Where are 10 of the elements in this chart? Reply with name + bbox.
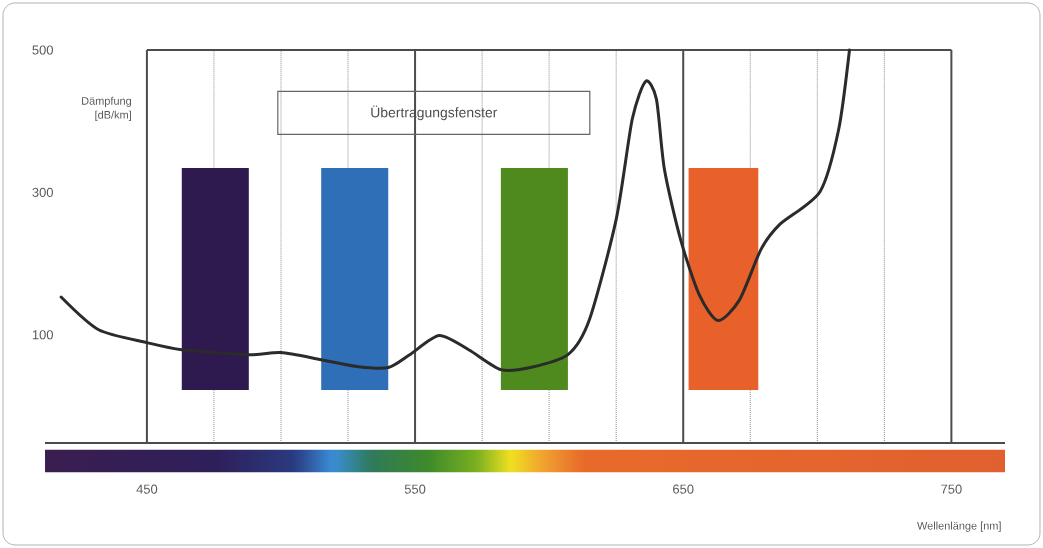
x-tick-label: 550 (404, 484, 426, 494)
x-tick-label: 750 (941, 484, 962, 494)
y-axis-title: Dämpfung [dB/km] (82, 96, 132, 121)
y-tick-label: 500 (32, 45, 53, 55)
x-tick-label: 450 (136, 484, 158, 494)
x-axis-title: Wellenlänge [nm] (917, 521, 1001, 532)
line-series (59, 48, 851, 372)
y-tick-label: 100 (32, 330, 53, 340)
y-tick-label: 300 (32, 187, 53, 197)
x-tick-label: 650 (673, 484, 694, 494)
